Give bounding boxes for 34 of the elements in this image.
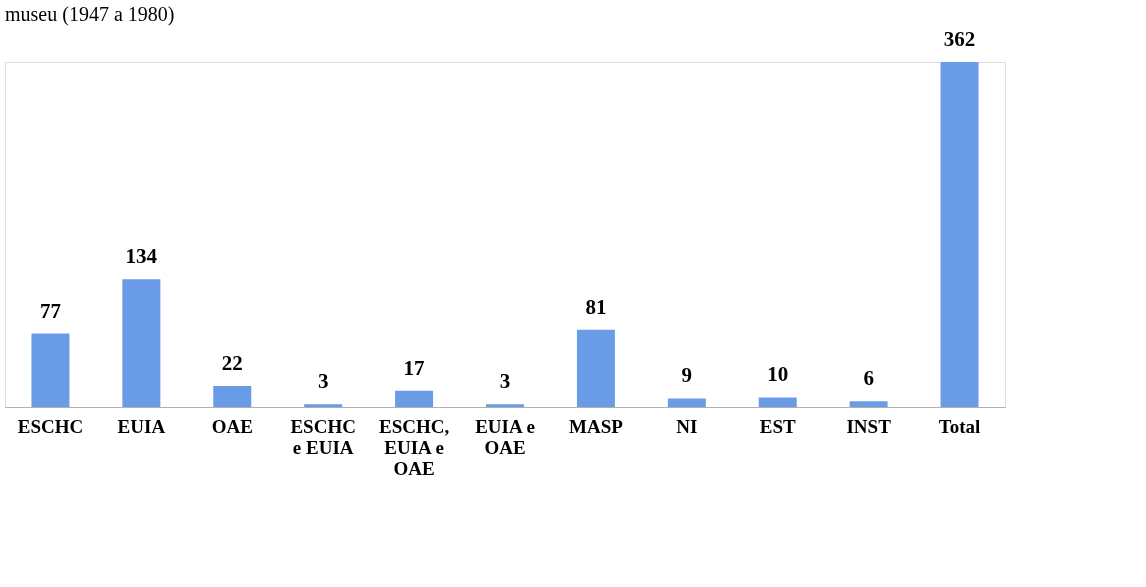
x-tick-label: ESCHC, EUIA e OAE <box>378 415 450 479</box>
data-label: 9 <box>681 363 693 388</box>
bar <box>940 62 979 407</box>
bar <box>486 404 524 407</box>
bar <box>304 404 343 407</box>
data-label: 22 <box>221 351 243 376</box>
x-tick-label: INST <box>846 415 892 437</box>
data-label: 362 <box>943 27 976 51</box>
chart-title: museu (1947 a 1980) <box>5 3 175 26</box>
data-label: 10 <box>767 362 789 387</box>
bar <box>395 390 434 407</box>
data-label: 6 <box>863 366 874 391</box>
data-label: 3 <box>317 369 329 394</box>
x-tick-label: ESCHC <box>17 415 84 437</box>
bar <box>213 386 252 407</box>
x-tick-label: Total <box>938 415 981 437</box>
data-label: 134 <box>125 244 158 269</box>
x-tick-label: EUIA e OAE <box>475 415 535 458</box>
bar <box>576 329 615 407</box>
x-tick-label: EST <box>759 415 797 437</box>
x-tick-label: NI <box>676 415 698 437</box>
x-tick-label: MASP <box>569 415 624 437</box>
data-label: 81 <box>585 294 607 319</box>
bar <box>667 398 706 407</box>
data-label: 77 <box>39 298 61 323</box>
x-tick-label: EUIA <box>117 415 166 437</box>
x-tick-label: ESCHC e EUIA <box>290 415 356 458</box>
bar <box>31 333 70 407</box>
x-tick-label: OAE <box>211 415 253 437</box>
bar <box>122 279 161 407</box>
data-label: 3 <box>499 369 511 394</box>
bar <box>758 397 797 407</box>
data-label: 17 <box>403 355 425 380</box>
bar <box>849 401 888 407</box>
